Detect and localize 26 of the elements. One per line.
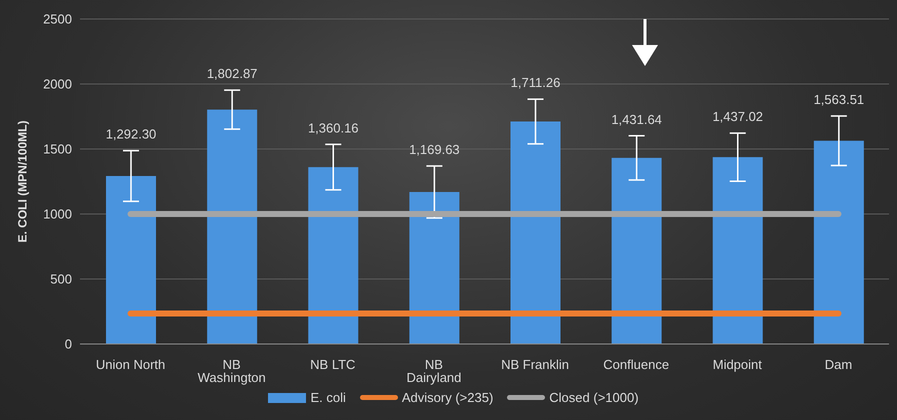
legend-label: E. coli: [310, 390, 346, 405]
data-label: 1,292.30: [106, 126, 156, 142]
y-tick-label: 2000: [43, 76, 72, 92]
y-tick-label: 2500: [43, 12, 72, 27]
y-axis-title: E. COLI (MPN/100ML): [15, 120, 30, 243]
y-tick-label: 0: [64, 336, 72, 352]
x-tick-label: NB LTC: [310, 357, 356, 372]
y-tick-label: 1500: [43, 142, 72, 157]
x-tick-label: Dam: [824, 357, 852, 372]
data-label: 1,360.16: [308, 120, 359, 136]
x-tick-label: Confluence: [603, 357, 670, 372]
data-label: 1,431.64: [611, 112, 662, 127]
legend-label: Closed (>1000): [549, 390, 639, 405]
data-label: 1,169.63: [409, 142, 460, 157]
y-tick-label: 500: [50, 272, 72, 287]
x-tick-label: NB Washington: [198, 357, 266, 386]
x-tick-label: Midpoint: [712, 357, 762, 372]
x-tick-label: NB Dairyland: [406, 357, 462, 386]
data-label: 1,802.87: [206, 66, 258, 82]
data-label: 1,563.51: [814, 92, 864, 108]
data-label: 1,711.26: [510, 75, 560, 90]
data-label: 1,437.02: [712, 109, 764, 124]
legend-label: Advisory (>235): [402, 390, 494, 405]
x-tick-label: Union North: [96, 357, 166, 372]
y-tick-label: 1000: [43, 206, 72, 222]
x-tick-label: NB Franklin: [501, 357, 570, 372]
